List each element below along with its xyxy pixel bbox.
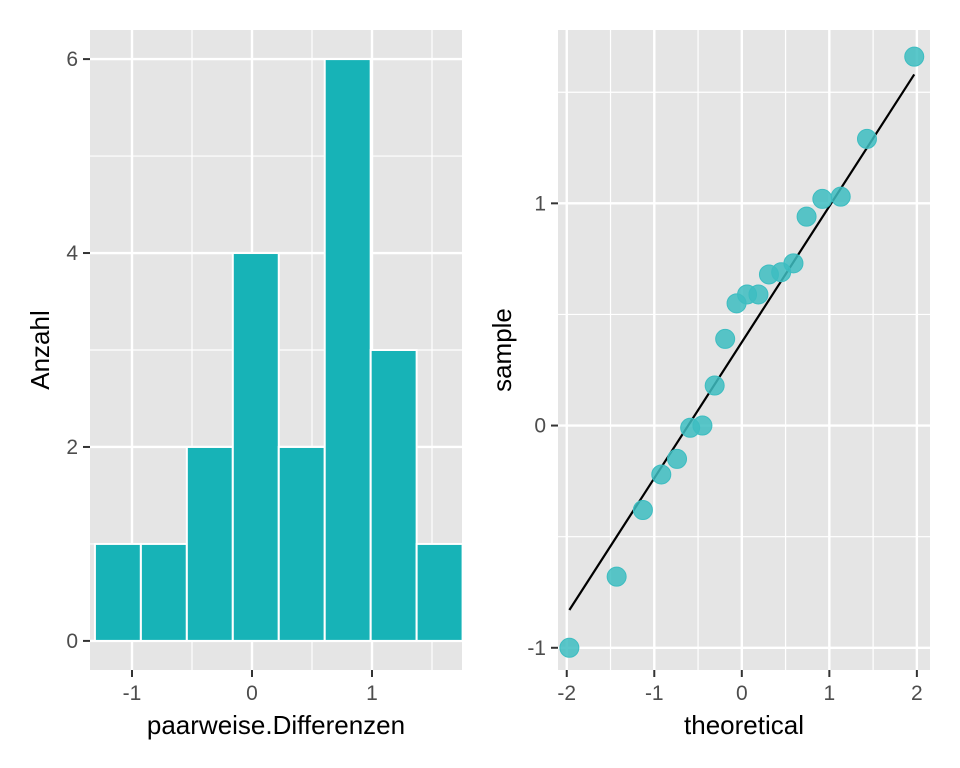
qq-x-tick-label: 0 (736, 682, 748, 705)
qq-x-axis-title: theoretical (684, 710, 804, 740)
histogram-bar (231, 252, 280, 642)
histogram-y-tick-labels: 0 2 4 6 (66, 48, 78, 653)
qq-tick-marks (551, 202, 918, 677)
histogram-bar (369, 349, 418, 642)
qq-point (692, 415, 713, 436)
qq-y-tick-label: 0 (534, 415, 546, 438)
qq-x-tick-label: 2 (911, 682, 923, 705)
qq-points (559, 46, 925, 658)
histogram-bar (93, 542, 142, 642)
qq-y-axis-title: sample (487, 308, 517, 392)
qq-point (651, 464, 672, 485)
qq-point (783, 253, 804, 274)
hist-x-tick-label: 1 (366, 682, 378, 705)
hist-y-tick-label: 2 (66, 436, 78, 459)
qq-x-tick-label: 1 (823, 682, 835, 705)
qq-point (632, 500, 653, 520)
qq-point (830, 186, 851, 207)
histogram-bar (415, 542, 464, 642)
qq-point (715, 328, 736, 349)
histogram-bar (139, 542, 188, 642)
qq-point (812, 188, 833, 209)
qq-x-tick-label: -2 (557, 682, 576, 705)
qq-plot-panel: -2 -1 0 1 2 -1 0 1 theoretical sample (487, 30, 930, 740)
qq-y-tick-label: 1 (534, 192, 546, 215)
qq-y-tick-labels: -1 0 1 (527, 192, 546, 659)
qq-x-tick-labels: -2 -1 0 1 2 (557, 682, 922, 705)
histogram-bar (277, 445, 326, 642)
hist-y-tick-label: 0 (66, 630, 78, 653)
hist-y-tick-label: 6 (66, 48, 78, 71)
hist-x-tick-label: 0 (246, 682, 258, 705)
histogram-panel: -1 0 1 0 2 4 6 paarweise.Differenzen Anzahl (25, 30, 464, 740)
qq-x-tick-label: -1 (645, 682, 664, 705)
qq-point (856, 128, 877, 149)
qq-gridlines (558, 30, 930, 670)
histogram-bar (323, 58, 372, 642)
qq-point (559, 637, 580, 658)
qq-point (748, 284, 769, 305)
histogram-bars (93, 58, 464, 642)
histogram-y-axis-title: Anzahl (25, 310, 55, 390)
histogram-bar (185, 445, 234, 642)
qq-point (667, 448, 688, 469)
qq-point (904, 46, 925, 67)
qq-point (796, 206, 817, 227)
qq-point (704, 375, 725, 396)
histogram-tick-marks (83, 58, 373, 677)
qq-point (606, 566, 627, 587)
hist-y-tick-label: 4 (66, 242, 78, 265)
histogram-x-tick-labels: -1 0 1 (123, 682, 378, 705)
histogram-x-axis-title: paarweise.Differenzen (147, 710, 405, 740)
qq-y-tick-label: -1 (527, 637, 546, 660)
hist-x-tick-label: -1 (123, 682, 142, 705)
qq-reference-line (568, 73, 916, 611)
